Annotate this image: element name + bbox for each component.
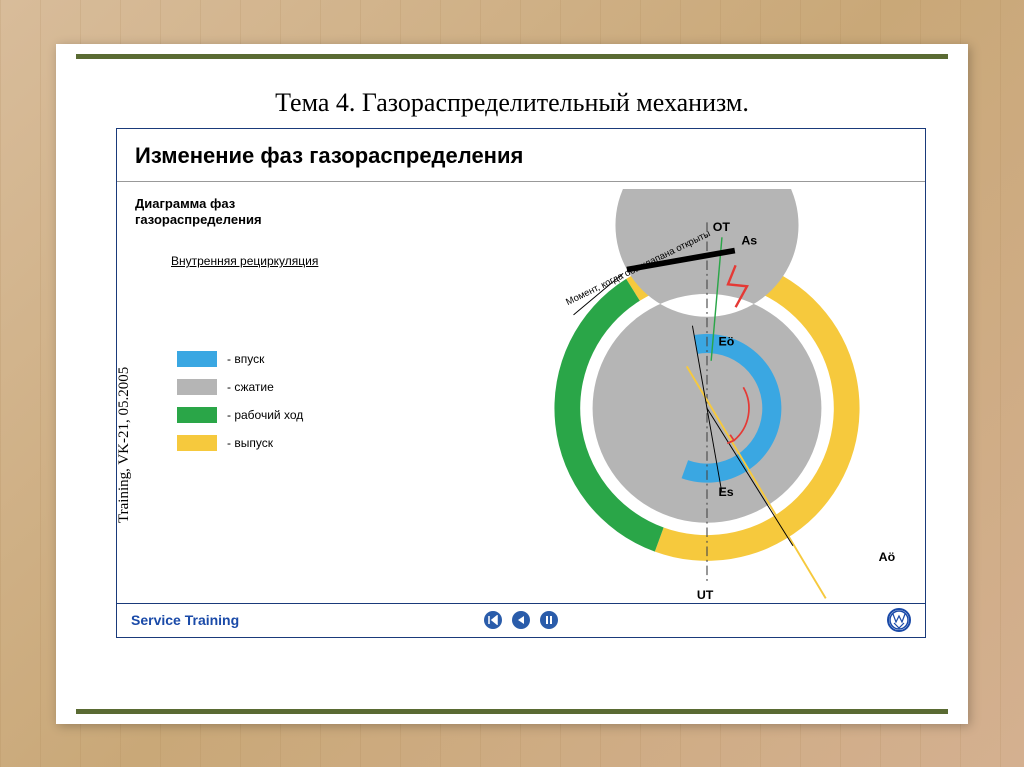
footer-controls <box>484 611 558 629</box>
legend-item-power: - рабочий ход <box>177 407 303 423</box>
legend-item-compression: - сжатие <box>177 379 303 395</box>
slide-card: Тема 4. Газораспределительный механизм. … <box>56 44 968 724</box>
svg-text:Eö: Eö <box>718 334 734 348</box>
svg-text:Es: Es <box>718 485 733 499</box>
play-left-icon <box>516 615 526 625</box>
svg-text:OT: OT <box>713 219 731 233</box>
content-panel: Изменение фаз газораспределения Диаграмм… <box>116 128 926 638</box>
pause-button[interactable] <box>540 611 558 629</box>
subtitle-line1: Диаграмма фаз <box>135 196 235 211</box>
swatch-power <box>177 407 217 423</box>
side-credit: Training, VK-21, 05.2005 <box>116 366 133 522</box>
panel-footer: Service Training <box>117 603 925 637</box>
slide-title: Тема 4. Газораспределительный механизм. <box>86 88 938 118</box>
svg-text:UT: UT <box>697 588 714 599</box>
play-left-button[interactable] <box>512 611 530 629</box>
footer-title: Service Training <box>131 612 239 628</box>
legend-item-exhaust: - выпуск <box>177 435 303 451</box>
legend: - впуск - сжатие - рабочий ход - выпуск <box>177 339 303 463</box>
swatch-exhaust <box>177 435 217 451</box>
pause-icon <box>544 615 554 625</box>
swatch-intake <box>177 351 217 367</box>
rewind-icon <box>488 615 498 625</box>
vw-logo <box>887 608 911 632</box>
svg-text:Aö: Aö <box>879 549 896 563</box>
phase-diagram: OTUTAsAöEöEsМомент, когда оба клапана от… <box>497 189 917 599</box>
legend-item-intake: - впуск <box>177 351 303 367</box>
swatch-compression <box>177 379 217 395</box>
rewind-button[interactable] <box>484 611 502 629</box>
svg-text:As: As <box>741 233 757 247</box>
panel-heading: Изменение фаз газораспределения <box>117 129 925 175</box>
subtitle-line2: газораспределения <box>135 212 262 227</box>
vw-logo-icon <box>889 610 909 630</box>
